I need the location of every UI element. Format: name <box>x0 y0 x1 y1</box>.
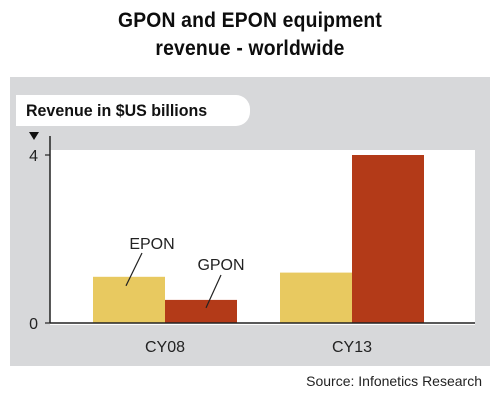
bar-gpon-cy13 <box>352 155 424 323</box>
epon-leader-line <box>125 252 143 287</box>
chart-subtitle: revenue - worldwide <box>155 37 345 60</box>
series-label-gpon: GPON <box>197 257 244 274</box>
y-tick-label: 0 <box>29 316 38 333</box>
bar-gpon-cy08 <box>165 299 237 323</box>
bar-epon-cy13 <box>280 272 352 323</box>
series-label-epon: EPON <box>129 236 174 253</box>
bar-epon-cy08 <box>93 276 165 323</box>
y-axis-label: Revenue in $US billions <box>26 101 208 120</box>
y-tick-label: 4 <box>29 148 38 165</box>
y-axis-label-box <box>16 95 250 126</box>
x-category-label: CY08 <box>145 339 185 356</box>
chart-title: GPON and EPON equipment <box>117 9 383 32</box>
x-category-label: CY13 <box>332 339 372 356</box>
source-note: Source: Infonetics Research <box>306 373 482 389</box>
y-axis-arrow-icon <box>29 132 39 140</box>
gpon-leader-line <box>205 274 222 309</box>
